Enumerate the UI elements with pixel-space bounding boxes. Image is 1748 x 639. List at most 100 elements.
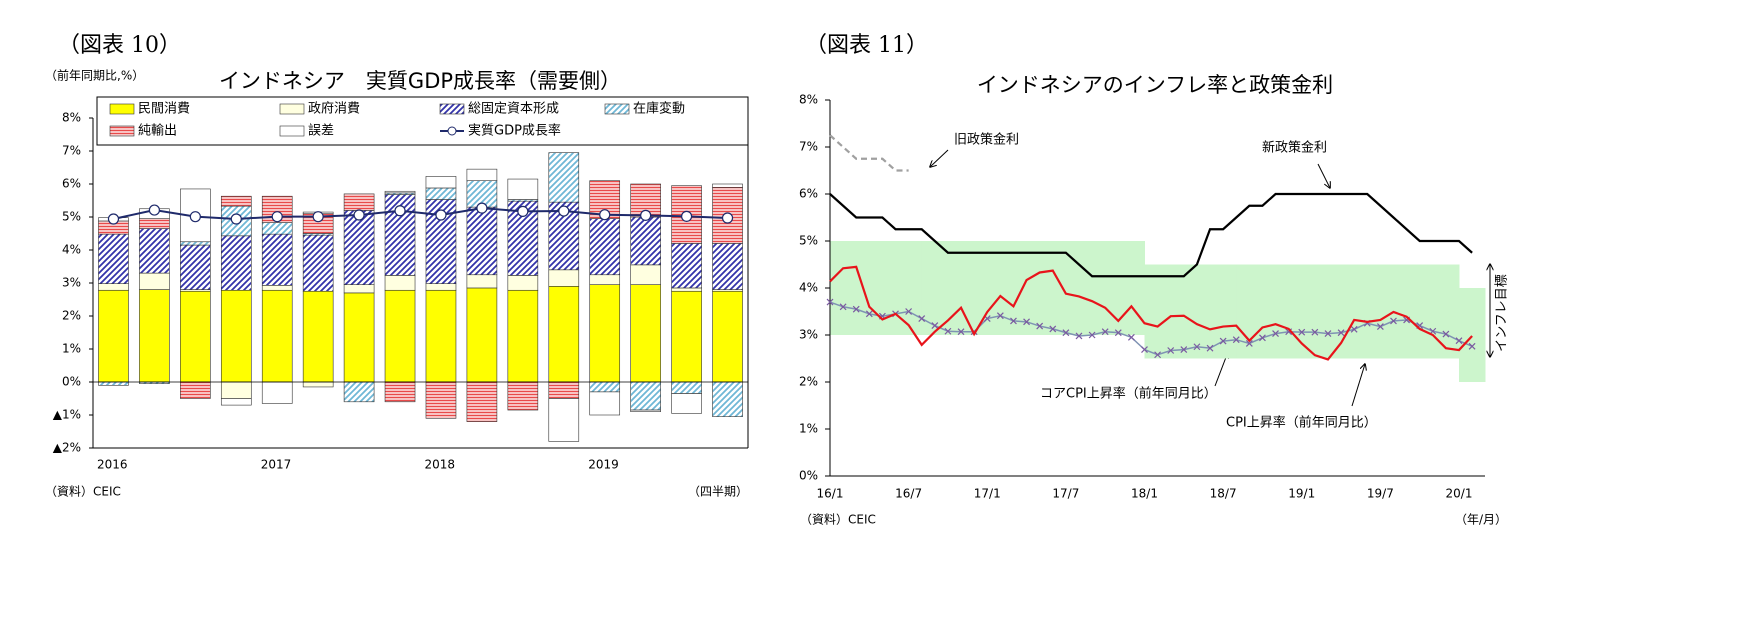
bar-segment [139, 289, 170, 383]
point [957, 328, 965, 336]
bar-segment [548, 398, 580, 442]
point [640, 209, 652, 221]
annotation: 新政策金利 [1262, 140, 1327, 156]
legend-swatch [439, 103, 465, 115]
point [1311, 328, 1319, 336]
target-band [1367, 264, 1381, 359]
target-label: インフレ目標 [1495, 274, 1510, 352]
legend-label: 在庫変動 [633, 101, 685, 117]
bar-segment [302, 234, 334, 292]
target-band [882, 241, 897, 335]
bar-segment [220, 289, 252, 383]
target-band [1170, 264, 1185, 359]
x-tick-label: 19/1 [1288, 487, 1315, 501]
annotation: コアCPI上昇率（前年同月比） [1040, 386, 1217, 402]
bar-segment [139, 218, 170, 229]
arrow [930, 149, 949, 167]
legend-swatch [109, 103, 135, 115]
line [829, 192, 1473, 278]
bar-segment [507, 275, 539, 291]
x-tick-label: 2017 [261, 458, 292, 472]
bar-segment [220, 381, 252, 399]
point [1141, 346, 1148, 353]
y-tick-label: 3% [62, 276, 81, 290]
target-band [1223, 264, 1237, 359]
target-band [1013, 241, 1028, 335]
bar-segment [712, 243, 743, 290]
target-band [974, 241, 988, 335]
legend-label: 純輸出 [138, 124, 177, 139]
target-band [1314, 264, 1329, 359]
x-tick-label: 20/1 [1446, 487, 1473, 501]
unit-label: （前年同期比,%） [45, 68, 144, 83]
bar-segment [425, 283, 457, 291]
bar-segment [261, 285, 293, 291]
bar-segment [671, 287, 702, 292]
point [1101, 328, 1109, 336]
line [829, 301, 1473, 356]
bar-segment [261, 233, 293, 286]
bar-segment [139, 228, 170, 274]
arrow [1351, 364, 1365, 407]
point [1324, 330, 1332, 338]
y-tick-label: 4% [799, 281, 818, 295]
bar-segment [261, 381, 293, 404]
y-tick-label: 8% [799, 93, 818, 107]
x-tick-label: 19/7 [1367, 487, 1394, 501]
bar-segment [302, 290, 334, 383]
y-tick-label: 2% [799, 375, 818, 389]
bar-segment [343, 210, 375, 285]
legend-label: 誤差 [308, 123, 334, 139]
point [1337, 329, 1345, 337]
bar-segment [384, 275, 416, 291]
y-tick-label: 0% [62, 375, 81, 389]
point [1298, 328, 1306, 336]
y-tick-label: 7% [799, 140, 818, 154]
target-band [921, 241, 936, 335]
bar-segment [466, 381, 498, 422]
annotation-arrows [930, 149, 1490, 407]
bar-segment [98, 233, 129, 284]
point [918, 315, 926, 322]
bar-segment [98, 283, 129, 291]
bar-segment [425, 289, 457, 383]
legend-box [96, 96, 749, 146]
point [230, 213, 242, 225]
target-band [1092, 241, 1106, 335]
bar-segment [671, 381, 702, 394]
point [1350, 325, 1358, 333]
target-band [1039, 241, 1054, 335]
point [1442, 330, 1450, 338]
bar-segment [466, 287, 498, 383]
point [271, 211, 283, 223]
target-band [1052, 241, 1067, 335]
bar-segment [343, 284, 375, 294]
target-band [1249, 264, 1263, 359]
target-band [1000, 241, 1014, 335]
x-axis-label: （年/月） [1455, 513, 1507, 527]
y-tick-label: 2% [62, 309, 81, 323]
bar-segment [671, 290, 702, 383]
bar-segment [507, 381, 539, 411]
line [829, 134, 909, 172]
point [353, 209, 365, 221]
point [1245, 340, 1253, 347]
point [1390, 317, 1397, 325]
chart-title: インドネシア 実質GDP成長率（需要側） [219, 69, 621, 93]
bar-segment [630, 381, 661, 411]
point [826, 298, 834, 306]
target-band [934, 241, 949, 335]
bar-segment [671, 243, 702, 289]
target-band [1210, 264, 1224, 359]
bar-segment [630, 284, 661, 383]
bar-segment [548, 152, 580, 203]
target-band [1341, 264, 1355, 359]
point [1455, 337, 1463, 345]
point [312, 211, 324, 223]
point [721, 212, 734, 224]
point [1127, 333, 1135, 341]
x-tick-label: 17/1 [974, 487, 1001, 501]
source: （資料）CEIC [45, 485, 121, 499]
bar-segment [425, 381, 457, 419]
point [476, 202, 488, 214]
